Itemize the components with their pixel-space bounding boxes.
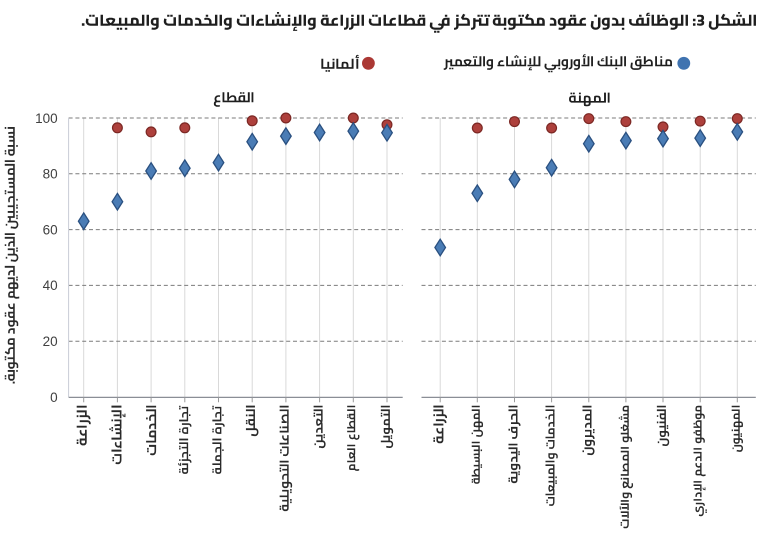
svg-text:40: 40 [43, 278, 58, 293]
svg-text:0: 0 [50, 390, 58, 405]
svg-text:60: 60 [43, 222, 58, 237]
svg-text:80: 80 [43, 167, 58, 182]
svg-text:100: 100 [35, 111, 58, 126]
svg-text:20: 20 [43, 334, 58, 349]
